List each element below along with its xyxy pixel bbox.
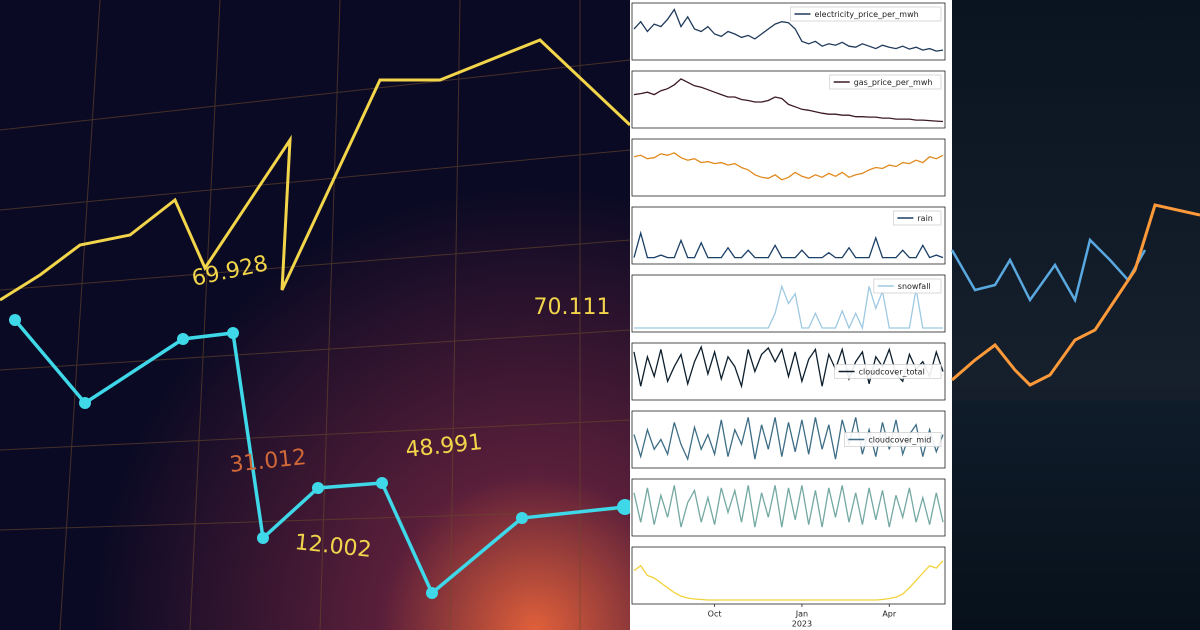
legend-box	[829, 74, 942, 90]
legend-label: gas_price_per_mwh	[854, 78, 933, 87]
right-orange-line	[951, 203, 1200, 387]
legend-label: cloudcover_mid	[868, 436, 931, 445]
legend-label: cloudcover_total	[859, 368, 925, 377]
series-line	[634, 284, 943, 331]
series-line	[633, 8, 944, 52]
panel-frame	[631, 342, 946, 401]
left-yellow-line	[0, 38, 632, 302]
panel-frame	[631, 70, 946, 129]
panel-frame	[631, 546, 946, 605]
right-image	[950, 0, 1200, 630]
series-line	[633, 560, 944, 601]
left-cyan-points	[9, 314, 633, 599]
series-line	[633, 485, 944, 528]
chart-background	[630, 0, 952, 630]
legend-box	[844, 432, 942, 447]
legend-box	[790, 6, 942, 22]
left-cyan-line	[13, 318, 626, 596]
legend-box	[873, 278, 942, 294]
series-line	[633, 230, 944, 259]
chart: electricity_price_per_mwh gas_price_per_m…	[631, 2, 946, 629]
x-tick-label: Oct	[708, 610, 722, 619]
panel-frame	[631, 206, 946, 265]
panel-frame	[631, 274, 946, 333]
panel-frame	[631, 410, 946, 469]
legend-label: snowfall	[898, 282, 931, 291]
left-grid	[0, 0, 631, 630]
left-background	[0, 0, 630, 630]
right-blue-line	[950, 237, 1147, 304]
series-line	[633, 345, 944, 389]
left-label: 70.111	[534, 295, 611, 320]
panel-frame	[631, 478, 946, 537]
legend-box	[834, 364, 942, 379]
panel-frame	[631, 138, 946, 197]
right-floor	[952, 400, 1200, 630]
x-tick-label: Jan	[795, 610, 808, 619]
x-tick-label: Apr	[882, 610, 897, 619]
legend-label: electricity_price_per_mwh	[815, 10, 919, 19]
panel-frame	[631, 2, 946, 61]
legend-box	[893, 210, 942, 226]
x-sublabel: 2023	[792, 620, 812, 629]
series-line	[633, 152, 944, 181]
series-line	[633, 78, 944, 123]
legend-label: rain	[917, 214, 932, 223]
